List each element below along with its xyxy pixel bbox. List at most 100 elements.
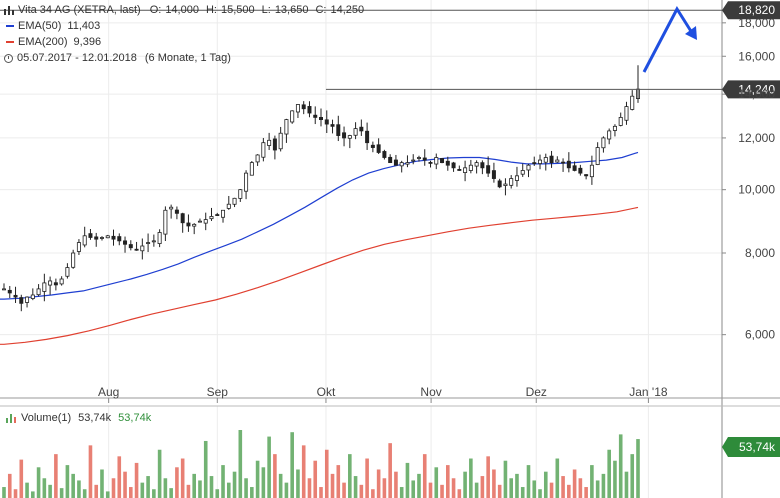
volume-bar	[520, 487, 525, 498]
volume-bar	[255, 460, 260, 498]
instrument-title: Vita 34 AG (XETRA, last)	[18, 4, 141, 16]
candle-body	[584, 174, 589, 177]
candle-body	[13, 294, 18, 298]
volume-bar	[405, 462, 410, 498]
candle-body	[180, 213, 185, 224]
candle-body	[538, 159, 543, 164]
volume-bar	[94, 484, 99, 498]
volume-bar	[7, 473, 12, 498]
volume-bar	[192, 473, 196, 498]
volume-bar	[607, 449, 611, 498]
volume-bar	[584, 487, 588, 498]
candle-body	[186, 222, 191, 227]
candle-body	[445, 160, 450, 166]
volume-bar	[630, 454, 635, 498]
candle-body	[572, 165, 577, 171]
period-detail: (6 Monate, 1 Tag)	[144, 52, 231, 64]
candle-body	[244, 172, 249, 192]
candle-body	[589, 164, 594, 178]
x-tick-label: Aug	[98, 385, 119, 399]
x-tick-label: Jan '18	[629, 385, 668, 399]
volume-bar	[198, 480, 202, 498]
candle-body	[393, 159, 398, 166]
volume-bar	[353, 476, 358, 498]
volume-bar	[324, 449, 329, 498]
x-tick-label: Nov	[420, 385, 441, 399]
candle-body	[353, 128, 358, 136]
candle-body	[630, 95, 635, 110]
candle-body	[440, 158, 445, 164]
candle-body	[411, 159, 416, 162]
volume-bar	[463, 471, 467, 498]
candle-body	[342, 132, 347, 139]
volume-bar	[486, 456, 490, 498]
volume-bar	[140, 482, 145, 498]
volume-bar	[105, 491, 110, 498]
volume-bar	[399, 487, 404, 498]
volume-bar	[175, 467, 179, 498]
x-tick-label: Sep	[207, 385, 229, 399]
candle-body	[261, 142, 266, 158]
candle-body	[463, 167, 468, 173]
volume-bar	[503, 460, 508, 498]
candle-body	[520, 170, 525, 175]
close-value: 14,250	[330, 4, 365, 16]
ema50-value: 11,403	[67, 20, 101, 32]
volume-bar	[595, 480, 600, 498]
y-tick-label: 16,000	[738, 49, 775, 63]
volume-bar	[77, 480, 81, 498]
volume-bar	[474, 482, 479, 498]
candle-body	[157, 232, 162, 244]
volume-bar	[578, 478, 583, 498]
volume-bar	[348, 454, 352, 498]
candle-body	[422, 157, 427, 161]
volume-bar	[434, 467, 439, 498]
volume-bar	[163, 478, 168, 498]
volume-bar	[365, 458, 369, 498]
candle-body	[295, 104, 300, 113]
volume-bar	[19, 459, 24, 498]
candle-body	[249, 162, 254, 176]
volume-bars: 53,74k	[2, 430, 780, 498]
volume-bar	[290, 432, 294, 498]
candle-body	[140, 245, 145, 252]
candle-body	[203, 219, 208, 224]
open-label: O:	[149, 4, 162, 16]
volume-bar	[451, 478, 456, 498]
volume-bar	[261, 467, 266, 498]
candle-body	[88, 233, 93, 238]
candle-body	[382, 151, 387, 158]
volume-bar	[209, 476, 214, 498]
candle-body	[497, 180, 502, 188]
y-tick-label: 14,000	[738, 87, 775, 101]
volume-bar	[146, 476, 150, 498]
candle-body	[399, 162, 404, 167]
volume-bar	[388, 443, 392, 498]
volume-bar	[313, 460, 318, 498]
candle-body	[555, 159, 560, 163]
volume-bar	[376, 469, 381, 498]
candle-body	[566, 160, 571, 169]
volume-bar	[382, 478, 387, 498]
volume-bar	[238, 430, 243, 498]
volume-label: Volume(1)	[21, 412, 72, 424]
volume-bar	[359, 484, 364, 498]
candle-body	[486, 165, 491, 174]
candle-body	[434, 157, 439, 165]
x-tick-label: Okt	[317, 385, 336, 399]
legend-ema50-row: EMA(50) 11,403	[4, 18, 364, 34]
candle-body	[595, 147, 600, 165]
volume-legend: Volume(1) 53,74k 53,74k	[6, 412, 151, 424]
volume-bar	[48, 484, 52, 498]
candle-body	[313, 114, 318, 118]
candle-body	[278, 132, 283, 150]
candle-body	[370, 144, 375, 148]
volume-bar	[618, 434, 623, 498]
open-value: 14,000	[165, 4, 199, 16]
x-tick-labels: Aug Sep Okt Nov Dez Jan '18	[98, 385, 668, 399]
ema200-swatch	[6, 41, 14, 43]
candle-body	[491, 170, 496, 179]
volume-badge-label: 53,74k	[739, 440, 776, 454]
volume-bar	[342, 482, 346, 498]
